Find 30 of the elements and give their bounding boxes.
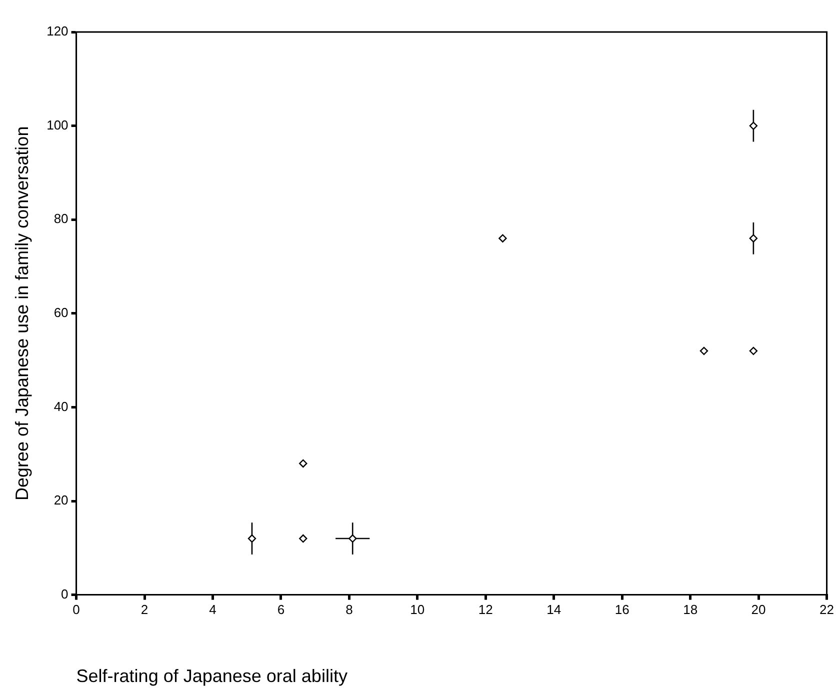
- y-tick-label: 0: [61, 586, 68, 602]
- x-tick-label: 22: [820, 602, 834, 618]
- x-tick-label: 4: [209, 602, 216, 618]
- point: [749, 234, 758, 242]
- x-tick-label: 18: [683, 602, 698, 618]
- x-tick-label: 0: [72, 602, 80, 618]
- x-tick-label: 8: [346, 602, 353, 618]
- point: [700, 346, 708, 356]
- x-tick-label: 2: [140, 602, 148, 618]
- point: [248, 534, 256, 543]
- x-tick-label: 20: [751, 602, 766, 618]
- point: [348, 534, 357, 543]
- point: [749, 122, 758, 130]
- point: [299, 534, 308, 543]
- y-tick-label: 120: [46, 24, 68, 39]
- y-tick-label: 60: [54, 304, 68, 320]
- y-tick-label: 80: [54, 211, 68, 226]
- y-tick-label: 20: [54, 492, 68, 508]
- x-tick-label: 6: [277, 602, 285, 618]
- x-axis-title: Self-rating of Japanese oral ability: [76, 666, 348, 686]
- x-tick-label: 16: [614, 602, 630, 618]
- point: [498, 234, 507, 242]
- y-axis-title: Degree of Japanese use in family conversation: [12, 126, 32, 501]
- x-tick-label: 10: [410, 602, 425, 618]
- x-tick-label: 14: [546, 602, 562, 618]
- y-tick-label: 40: [54, 398, 68, 414]
- x-tick-label: 12: [478, 602, 493, 618]
- point: [749, 346, 758, 356]
- point: [299, 459, 308, 468]
- y-tick-label: 100: [46, 117, 68, 132]
